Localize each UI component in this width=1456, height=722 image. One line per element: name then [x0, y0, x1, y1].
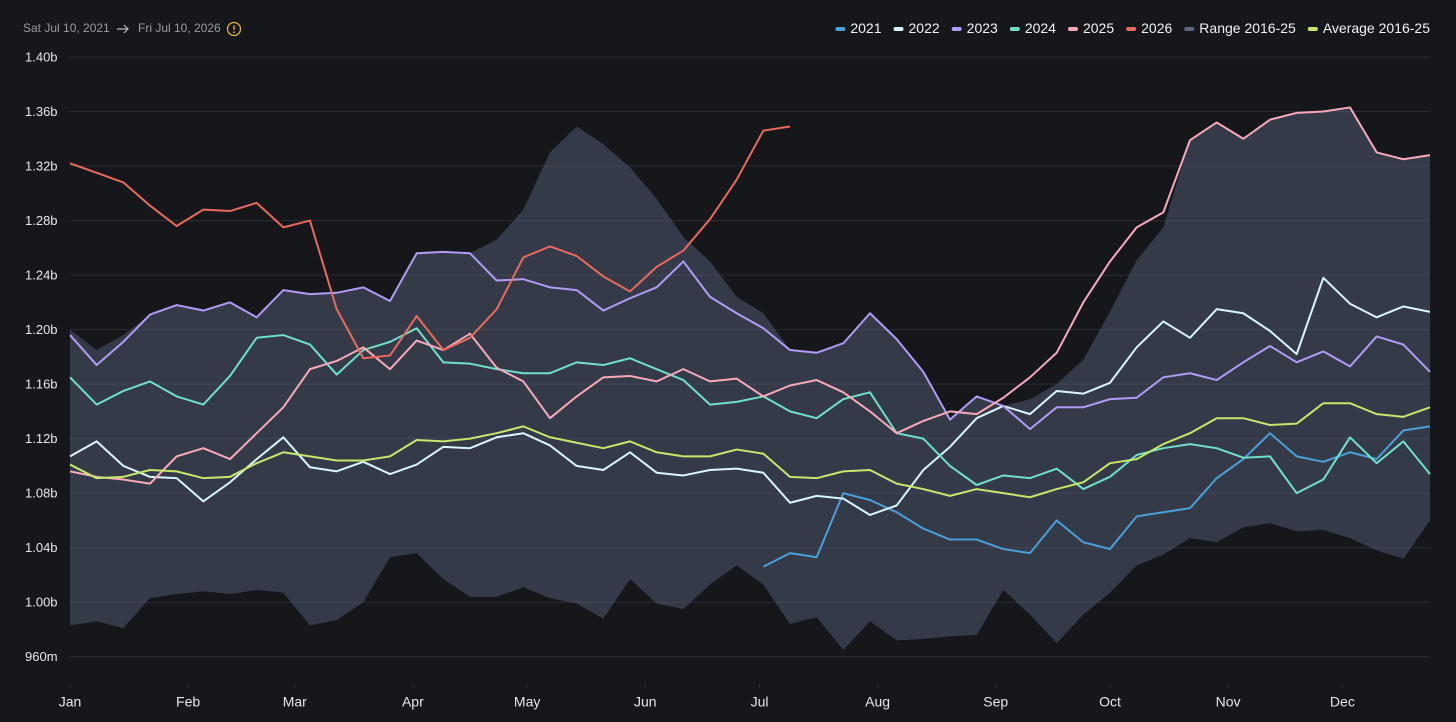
x-tick-label: Mar: [283, 694, 307, 710]
legend: 2021 2022 2023 2024 2025 2026 Range 2016-25 Ave…: [835, 20, 1430, 36]
legend-swatch: [951, 27, 962, 31]
axes: 960m 1.00b 1.04b 1.08b 1.12b 1.16b 1.20b 1.24b 1…: [25, 49, 1355, 709]
y-tick-label: 960m: [25, 649, 58, 664]
legend-label: Range 2016-25: [1199, 20, 1296, 36]
legend-swatch: [1307, 27, 1318, 31]
series-line: [69, 125, 791, 360]
y-tick-label: 1.24b: [25, 268, 58, 283]
y-tick-label: 1.12b: [25, 431, 58, 446]
y-tick-label: 1.04b: [25, 540, 58, 555]
x-tick-label: Jun: [634, 694, 657, 710]
y-tick-label: 1.16b: [25, 377, 58, 392]
x-tick-label: Nov: [1216, 694, 1241, 710]
legend-swatch: [835, 27, 846, 31]
arrow-icon: [117, 24, 129, 34]
legend-item: 2026: [1126, 20, 1172, 36]
range-band: [70, 107, 1430, 650]
x-tick-label: Aug: [865, 694, 890, 710]
y-tick-label: 1.08b: [25, 486, 58, 501]
legend-swatch: [1067, 27, 1078, 31]
legend-label: 2023: [967, 20, 998, 36]
x-tick-label: Oct: [1099, 694, 1121, 710]
legend-item: Average 2016-25: [1307, 20, 1430, 36]
date-from: Sat Jul 10, 2021: [23, 21, 110, 35]
warning-icon: [226, 21, 242, 37]
legend-swatch: [1009, 27, 1020, 31]
legend-item: 2022: [893, 20, 940, 36]
x-tick-label: Dec: [1330, 694, 1355, 710]
y-tick-label: 1.32b: [25, 158, 58, 173]
legend-label: 2026: [1141, 20, 1172, 36]
x-tick-label: Jul: [751, 694, 769, 710]
legend-label: Average 2016-25: [1323, 20, 1430, 36]
legend-swatch: [1126, 27, 1137, 31]
series-line: [69, 106, 1431, 485]
y-tick-label: 1.20b: [25, 322, 58, 337]
legend-item: 2024: [1009, 20, 1056, 36]
x-tick-label: Sep: [983, 694, 1008, 710]
legend-item: 2021: [835, 20, 882, 36]
y-tick-label: 1.00b: [25, 595, 58, 610]
lines: [69, 106, 1431, 568]
legend-label: 2021: [850, 20, 881, 36]
legend-swatch: [1184, 27, 1195, 31]
legend-item: Range 2016-25: [1184, 20, 1296, 36]
y-tick-label: 1.28b: [25, 213, 58, 228]
y-tick-label: 1.36b: [25, 104, 58, 119]
series-line: [69, 276, 1431, 516]
x-tick-label: May: [514, 694, 540, 710]
x-tick-label: Jan: [59, 694, 82, 710]
legend-swatch: [893, 27, 904, 31]
bands: [70, 107, 1430, 650]
series-line: [69, 402, 1431, 499]
y-tick-label: 1.40b: [25, 49, 58, 64]
legend-label: 2022: [909, 20, 940, 36]
series-line: [69, 250, 1431, 431]
x-tick-label: Apr: [402, 694, 424, 710]
series-line: [69, 327, 1431, 495]
series-line: [762, 425, 1431, 568]
date-to: Fri Jul 10, 2026: [138, 21, 221, 35]
legend-item: 2023: [951, 20, 998, 36]
legend-item: 2025: [1067, 20, 1114, 36]
legend-label: 2025: [1083, 20, 1114, 36]
legend-label: 2024: [1025, 20, 1056, 36]
x-tick-label: Feb: [176, 694, 200, 710]
